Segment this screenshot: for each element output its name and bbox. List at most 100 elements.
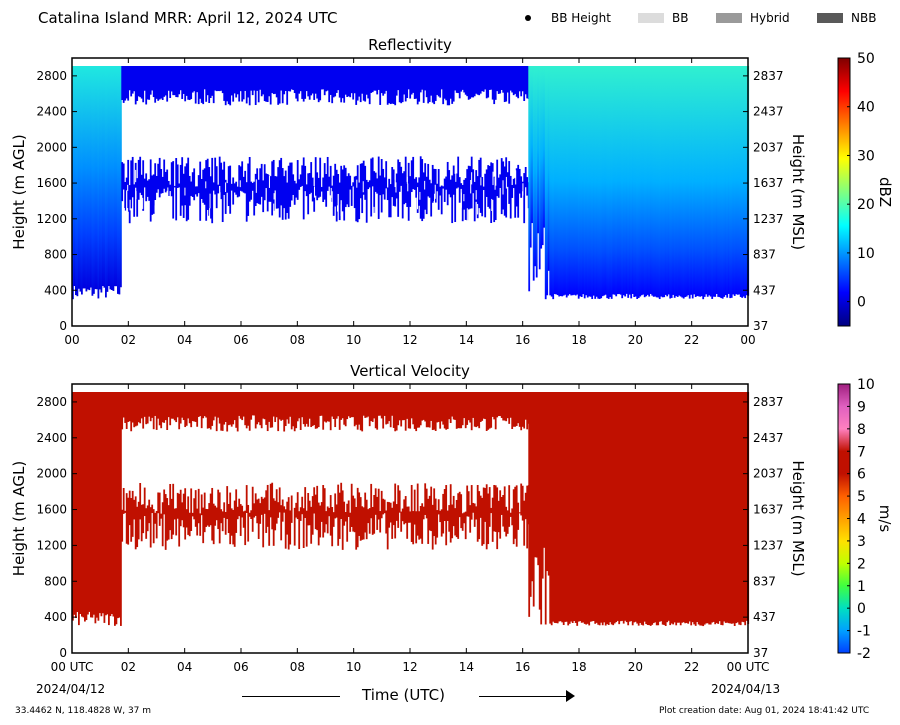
vel-echo-column xyxy=(437,392,440,422)
refl-echo-column xyxy=(712,66,715,297)
legend-nbb: NBB xyxy=(817,11,876,25)
vel-echo-column xyxy=(169,392,172,426)
refl-echo-gap xyxy=(492,171,494,186)
refl-echo-column xyxy=(394,66,397,106)
vel-xtick-label: 22 xyxy=(684,660,699,674)
vel-echo-column xyxy=(128,392,131,422)
refl-echo-column xyxy=(383,177,386,200)
refl-echo-column xyxy=(735,66,738,295)
refl-echo-gap xyxy=(268,175,270,188)
vel-echo-column xyxy=(260,392,263,429)
vel-xtick-label: 02 xyxy=(121,660,136,674)
refl-echo-column xyxy=(377,156,380,219)
refl-echo-column xyxy=(166,169,169,191)
refl-echo-column xyxy=(431,66,434,103)
refl-echo-column xyxy=(506,66,509,93)
refl-echo-column xyxy=(643,66,646,298)
vel-echo-column xyxy=(589,392,592,622)
vel-echo-column xyxy=(467,392,470,421)
vel-echo-column xyxy=(208,503,211,527)
plot-title: Catalina Island MRR: April 12, 2024 UTC xyxy=(38,9,338,27)
vel-echo-column xyxy=(347,392,350,417)
refl-echo-column xyxy=(404,66,407,102)
vel-echo-column xyxy=(349,512,352,532)
vel-echo-column xyxy=(687,392,690,624)
refl-echo-column xyxy=(349,66,352,98)
vel-echo-column xyxy=(220,392,223,431)
refl-echo-column xyxy=(163,159,166,189)
refl-echo-column xyxy=(535,66,538,278)
refl-echo-column xyxy=(416,66,419,105)
vel-echo-column xyxy=(547,392,550,576)
vel-echo-column xyxy=(419,392,422,426)
vel-echo-column xyxy=(511,508,514,526)
vel-echo-column xyxy=(347,500,350,517)
refl-echo-gap xyxy=(340,204,342,217)
vel-echo-column xyxy=(268,392,271,422)
refl-echo-column xyxy=(371,66,374,93)
refl-echo-gap xyxy=(395,182,397,193)
refl-echo-column xyxy=(585,66,588,296)
vel-echo-column xyxy=(338,392,341,430)
vel-echo-column xyxy=(221,511,224,532)
refl-echo-column xyxy=(302,66,305,102)
vel-echo-column xyxy=(304,487,307,519)
vel-echo-column xyxy=(328,392,331,422)
vel-echo-column xyxy=(332,512,335,527)
vel-echo-column xyxy=(711,392,714,623)
vel-echo-column xyxy=(290,392,293,430)
vel-echo-column xyxy=(239,504,242,536)
vel-echo-column xyxy=(93,392,95,615)
vel-echo-column xyxy=(649,392,652,626)
vel-xtick-label: 18 xyxy=(571,660,586,674)
refl-echo-column xyxy=(388,66,391,104)
refl-echo-column xyxy=(259,168,262,205)
vel-echo-column xyxy=(499,392,502,417)
vel-echo-column xyxy=(446,510,449,521)
vel-echo-column xyxy=(457,392,460,429)
vel-colorbar-tick-label: 3 xyxy=(857,534,866,550)
vel-echo-column xyxy=(494,485,497,532)
vel-echo-column xyxy=(673,392,676,623)
vel-echo-column xyxy=(181,502,184,521)
refl-echo-column xyxy=(612,66,615,295)
refl-colorbar-tick-label: 40 xyxy=(857,100,875,116)
refl-echo-column xyxy=(217,184,220,194)
refl-echo-column xyxy=(172,161,175,219)
vel-echo-column xyxy=(601,392,604,626)
refl-echo-column xyxy=(319,157,322,197)
refl-echo-gap xyxy=(336,205,338,212)
refl-echo-column xyxy=(325,66,328,92)
refl-ytick-label: 1600 xyxy=(36,176,67,190)
vel-echo-column xyxy=(190,392,193,428)
refl-echo-column xyxy=(280,66,283,91)
refl-echo-column xyxy=(343,165,346,221)
refl-echo-column xyxy=(368,66,371,105)
refl-echo-column xyxy=(274,176,277,191)
vel-colorbar-label: m/s xyxy=(876,505,894,533)
vel-ytick-label: 1600 xyxy=(36,503,67,517)
refl-echo-column xyxy=(340,66,343,103)
refl-echo-column xyxy=(658,66,661,300)
vel-y2tick-label: 1637 xyxy=(753,503,784,517)
refl-echo-column xyxy=(317,66,320,103)
xlabel-row: Time (UTC) xyxy=(242,686,576,706)
vel-echo-column xyxy=(708,392,711,625)
refl-echo-column xyxy=(521,66,524,92)
refl-ytick-label: 800 xyxy=(44,248,67,262)
vel-echo-column xyxy=(451,504,454,539)
vel-echo-column xyxy=(377,488,380,520)
vel-echo-column xyxy=(478,491,481,540)
refl-echo-column xyxy=(199,66,202,99)
refl-echo-column xyxy=(188,66,191,101)
vel-echo-column xyxy=(368,508,371,534)
refl-echo-column xyxy=(350,66,353,94)
refl-echo-gap xyxy=(209,208,211,219)
refl-echo-gap xyxy=(470,179,472,194)
refl-echo-gap xyxy=(123,208,125,221)
refl-echo-column xyxy=(161,66,164,100)
refl-echo-column xyxy=(214,157,217,195)
vel-echo-column xyxy=(127,497,130,545)
refl-echo-column xyxy=(455,173,458,189)
vel-echo-column xyxy=(577,392,580,622)
